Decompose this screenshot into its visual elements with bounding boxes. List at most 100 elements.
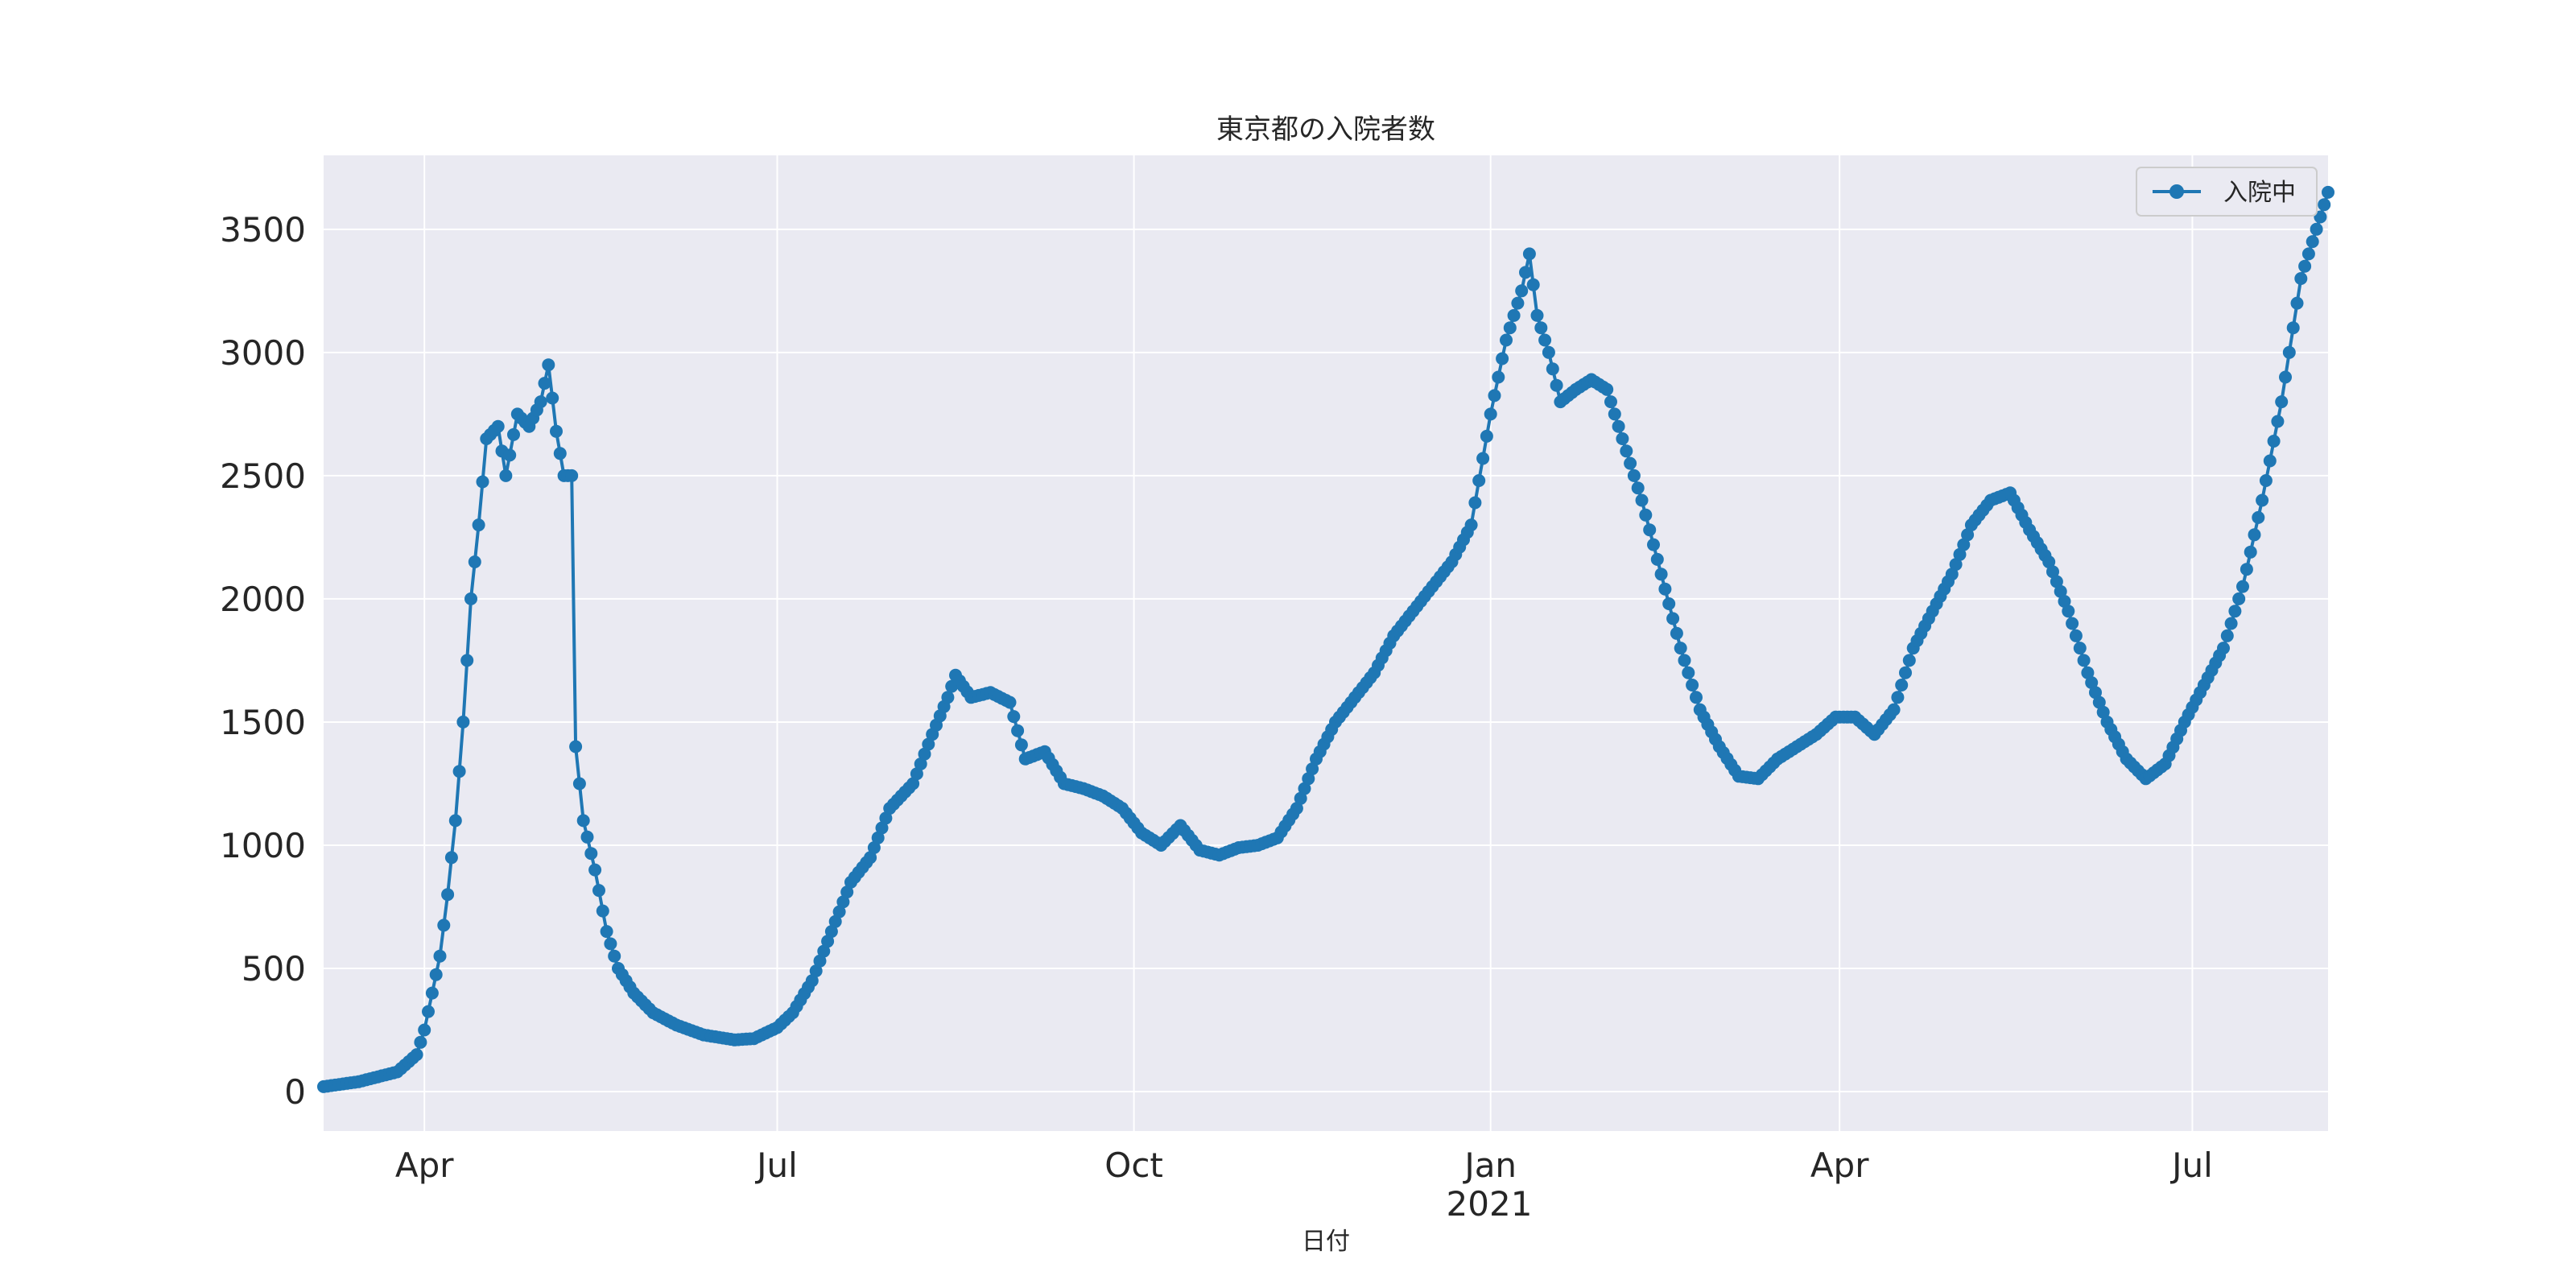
data-point	[1011, 724, 1025, 737]
data-point	[1899, 666, 1912, 679]
data-point	[584, 847, 598, 861]
data-point	[2282, 345, 2296, 359]
data-point	[2306, 235, 2319, 249]
data-point	[1887, 703, 1901, 716]
data-point	[2077, 654, 2091, 667]
data-point	[840, 886, 854, 899]
data-point	[2259, 474, 2273, 487]
y-tick-label: 3000	[220, 333, 306, 373]
x-tick-labels: Apr Jul Oct Jan Apr Jul	[395, 1146, 2213, 1185]
data-point	[875, 821, 889, 835]
data-point	[1492, 370, 1505, 384]
data-point	[444, 851, 458, 865]
data-point	[422, 1005, 435, 1018]
data-point	[1464, 518, 1478, 532]
data-point	[1953, 547, 1967, 561]
y-tick-label: 3500	[220, 210, 306, 250]
data-point	[813, 954, 827, 968]
data-point	[2042, 555, 2056, 568]
data-point	[1546, 362, 1559, 376]
data-point	[1678, 654, 1691, 667]
data-point	[1682, 666, 1695, 679]
data-point	[538, 377, 551, 390]
x-tick-label: Jul	[2169, 1146, 2213, 1185]
data-point	[499, 469, 513, 482]
data-point	[1503, 321, 1517, 335]
data-point	[2050, 575, 2063, 588]
x-axis-label: 日付	[1302, 1228, 1350, 1256]
data-point	[1007, 710, 1021, 724]
data-point	[418, 1023, 431, 1037]
data-point	[1538, 333, 1552, 347]
data-point	[2322, 185, 2334, 199]
data-point	[941, 691, 955, 704]
data-point	[429, 968, 443, 981]
data-point	[1542, 345, 1555, 359]
data-point	[864, 851, 877, 865]
y-tick-label: 2000	[220, 580, 306, 619]
data-point	[433, 949, 447, 963]
data-point	[1608, 407, 1621, 421]
y-tick-label: 0	[284, 1072, 306, 1112]
data-point	[588, 863, 602, 877]
data-point	[2062, 605, 2075, 618]
data-point	[1650, 552, 1664, 566]
data-point	[1662, 597, 1676, 610]
x-secondary-label: 2021	[1447, 1184, 1533, 1224]
data-point	[2096, 705, 2110, 719]
data-point	[410, 1048, 423, 1062]
data-point	[824, 925, 838, 939]
data-point	[1690, 691, 1703, 704]
data-point	[604, 937, 617, 951]
series-markers	[317, 185, 2334, 1093]
data-point	[569, 740, 583, 753]
data-point	[2085, 676, 2099, 689]
data-point	[1534, 321, 1548, 335]
chart-title: 東京都の入院者数	[1216, 114, 1435, 146]
data-point	[821, 935, 835, 948]
data-point	[448, 814, 462, 828]
data-point	[1627, 469, 1641, 482]
data-point	[468, 555, 481, 568]
data-point	[534, 395, 547, 409]
data-point	[2220, 629, 2234, 642]
data-point	[441, 888, 455, 902]
data-point	[456, 715, 470, 729]
x-tick-label: Oct	[1104, 1146, 1163, 1185]
data-point	[1631, 481, 1645, 495]
data-point	[2294, 272, 2308, 285]
data-point	[832, 905, 846, 919]
data-point	[1511, 296, 1525, 310]
data-point	[1902, 654, 1916, 667]
legend: 入院中	[2136, 167, 2318, 217]
data-point	[2267, 435, 2281, 448]
data-point	[1945, 568, 1959, 581]
data-point	[550, 424, 563, 438]
data-point	[2069, 629, 2083, 642]
data-point	[592, 884, 605, 898]
x-tick-label: Jan	[1462, 1146, 1517, 1185]
data-point	[817, 944, 831, 958]
data-point	[1670, 626, 1683, 640]
data-point	[1612, 419, 1625, 433]
data-point	[2310, 222, 2323, 236]
legend-marker-icon	[2169, 184, 2184, 199]
data-point	[2224, 617, 2238, 630]
data-point	[1522, 247, 1536, 261]
y-tick-label: 2500	[220, 456, 306, 496]
x-tick-label: Jul	[754, 1146, 798, 1185]
data-point	[1604, 395, 1617, 409]
data-point	[2081, 666, 2095, 679]
data-point	[2073, 642, 2087, 655]
data-point	[437, 919, 451, 932]
data-point	[906, 777, 920, 791]
data-point	[546, 391, 559, 405]
data-point	[2290, 296, 2304, 310]
data-point	[565, 469, 579, 482]
data-point	[2252, 510, 2265, 524]
data-point	[2046, 565, 2059, 579]
data-point	[1666, 612, 1680, 625]
data-point	[879, 811, 893, 825]
data-point	[1507, 308, 1521, 322]
data-point	[2092, 696, 2106, 709]
